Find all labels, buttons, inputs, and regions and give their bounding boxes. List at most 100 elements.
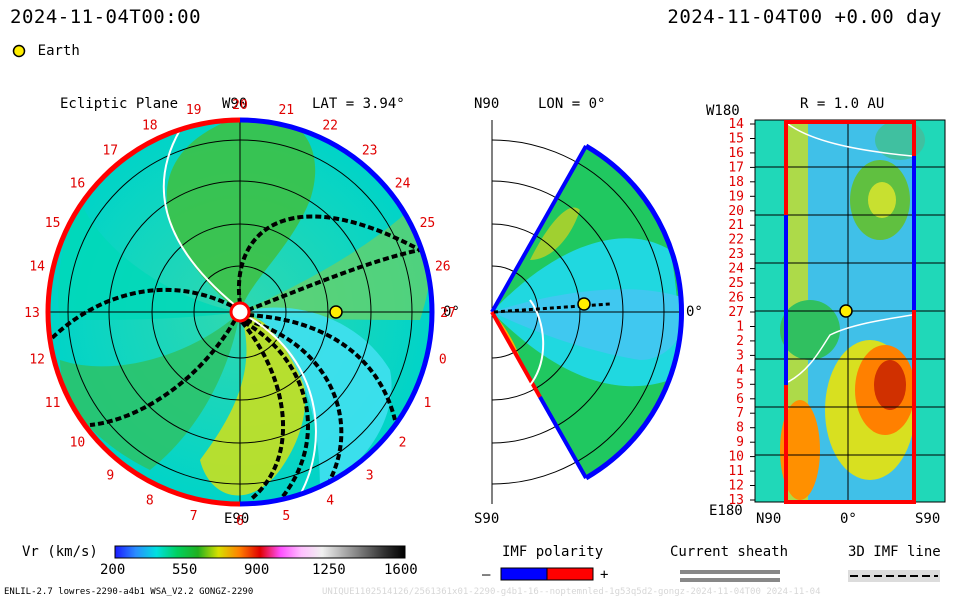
- radial-y-label: 5: [736, 377, 744, 392]
- model-footer: ENLIL-2.7 lowres-2290-a4b1 WSA_V2.2 GONG…: [4, 587, 254, 597]
- imf-line-label: 3D IMF line: [848, 544, 941, 560]
- meridional-right-label: 0°: [686, 304, 703, 320]
- meridional-plane-chart: [490, 120, 684, 504]
- carrington-label: 26: [435, 260, 451, 275]
- earth-legend-label: Earth: [37, 43, 80, 59]
- colorbar-tick-550: 550: [172, 562, 198, 578]
- radial-bottom-left-label: E180: [709, 503, 743, 519]
- radial-y-label: 1: [736, 320, 744, 335]
- ecliptic-current-sheath: [162, 129, 317, 496]
- datetime-left: 2024-11-04T00:00: [10, 6, 202, 28]
- radial-x-label-n: N90: [756, 511, 782, 527]
- colorbar-tick-1250: 1250: [312, 562, 346, 578]
- radial-y-label: 7: [736, 406, 744, 421]
- radial-y-label: 9: [736, 435, 744, 450]
- carrington-label: 0: [439, 352, 447, 367]
- carrington-label: 2: [399, 436, 407, 451]
- radial-y-label: 24: [728, 262, 744, 277]
- meridional-polarity-ring: [584, 143, 684, 481]
- ecliptic-polarity-negative: [239, 117, 435, 507]
- ecliptic-title: Ecliptic Plane: [60, 96, 179, 112]
- radial-title: R = 1.0 AU: [800, 96, 885, 112]
- carrington-label: 14: [29, 260, 45, 275]
- carrington-label: 15: [45, 216, 61, 231]
- radial-y-label: 6: [736, 392, 744, 407]
- radial-y-label: 20: [728, 204, 744, 219]
- carrington-label: 9: [106, 469, 114, 484]
- radial-top-left-label: W180: [706, 103, 740, 119]
- carrington-label: 6: [236, 514, 244, 529]
- current-sheath-label: Current sheath: [670, 544, 789, 560]
- ecliptic-lat-label: LAT = 3.94°: [312, 96, 405, 112]
- radial-y-label: 19: [728, 189, 744, 204]
- carrington-label: 22: [322, 119, 338, 134]
- carrington-label: 17: [102, 143, 118, 158]
- carrington-label: 8: [146, 493, 154, 508]
- radial-y-label: 17: [728, 160, 744, 175]
- radial-y-label: 8: [736, 421, 744, 436]
- sun-marker-icon: [229, 301, 251, 323]
- radial-current-sheath: [787, 123, 913, 383]
- radial-x-label-s: S90: [915, 511, 941, 527]
- ecliptic-top-label: W90: [222, 96, 248, 112]
- earth-legend: Earth: [12, 40, 80, 59]
- ecliptic-bottom-label: E90: [224, 511, 250, 527]
- carrington-label: 10: [70, 436, 86, 451]
- radial-y-label: 27: [728, 305, 744, 320]
- datetime-right: 2024-11-04T00 +0.00 day: [667, 6, 942, 28]
- carrington-label: 11: [45, 396, 61, 411]
- carrington-label: 12: [29, 352, 45, 367]
- carrington-label: 4: [326, 493, 334, 508]
- meridional-edge-south-negative: [538, 396, 588, 479]
- radial-y-label: 22: [728, 233, 744, 248]
- carrington-label: 27: [440, 306, 456, 321]
- imf-polarity-bar: [500, 567, 594, 581]
- ecliptic-carrington-labels: 20 21222324252627012345678910111213141516…: [24, 98, 456, 529]
- carrington-label: 13: [24, 306, 40, 321]
- colorbar-tick-200: 200: [100, 562, 126, 578]
- imf-plus-label: +: [600, 567, 609, 583]
- radial-y-label: 12: [728, 479, 744, 494]
- ecliptic-plane-chart: 20 21222324252627012345678910111213141516…: [24, 98, 456, 529]
- carrington-label: 7: [190, 509, 198, 524]
- radial-y-label: 4: [736, 363, 744, 378]
- radial-y-label: 21: [728, 218, 744, 233]
- radial-y-label: 13: [728, 493, 744, 508]
- meridional-current-sheath: [529, 299, 545, 386]
- radial-y-label: 15: [728, 132, 744, 147]
- ecliptic-right-label: 0°: [443, 304, 460, 320]
- radial-y-label: 26: [728, 291, 744, 306]
- current-sheath-swatch: [680, 570, 780, 582]
- colorbar-tick-1600: 1600: [384, 562, 418, 578]
- earth-marker-meridional: [577, 297, 591, 311]
- earth-marker-icon: [12, 44, 26, 57]
- radial-1au-chart: 1415161718192021222324252627123456789101…: [728, 117, 946, 508]
- radial-y-label: 23: [728, 247, 744, 262]
- carrington-label: 21: [278, 103, 294, 118]
- meridional-top-label: N90: [474, 96, 500, 112]
- imf-minus-label: –: [482, 567, 491, 583]
- earth-marker-radial: [839, 304, 853, 318]
- radial-y-label: 16: [728, 146, 744, 161]
- carrington-label: 24: [395, 176, 411, 191]
- radial-y-label: 3: [736, 348, 744, 363]
- imf-negative-swatch: [500, 567, 548, 581]
- carrington-label: 18: [142, 119, 158, 134]
- carrington-label: 19: [186, 103, 202, 118]
- radial-y-label: 25: [728, 276, 744, 291]
- colorbar: [114, 545, 406, 559]
- radial-y-label: 10: [728, 450, 744, 465]
- carrington-label: 16: [70, 176, 86, 191]
- carrington-label: 20: [232, 98, 248, 113]
- colorbar-tick-900: 900: [244, 562, 270, 578]
- ecliptic-polarity-positive: [45, 117, 241, 507]
- meridional-edge-north: [490, 145, 588, 313]
- radial-y-labels: 1415161718192021222324252627123456789101…: [728, 117, 755, 508]
- meridional-title: LON = 0°: [538, 96, 606, 112]
- imf-line-swatch: [848, 570, 940, 582]
- run-id-footer: UNIQUE1102514126/2561361x01-2290-g4b1-16…: [322, 587, 821, 597]
- carrington-label: 25: [420, 216, 436, 231]
- ecliptic-imf-spirals: [48, 214, 421, 502]
- carrington-label: 5: [282, 509, 290, 524]
- imf-polarity-label: IMF polarity: [502, 544, 604, 560]
